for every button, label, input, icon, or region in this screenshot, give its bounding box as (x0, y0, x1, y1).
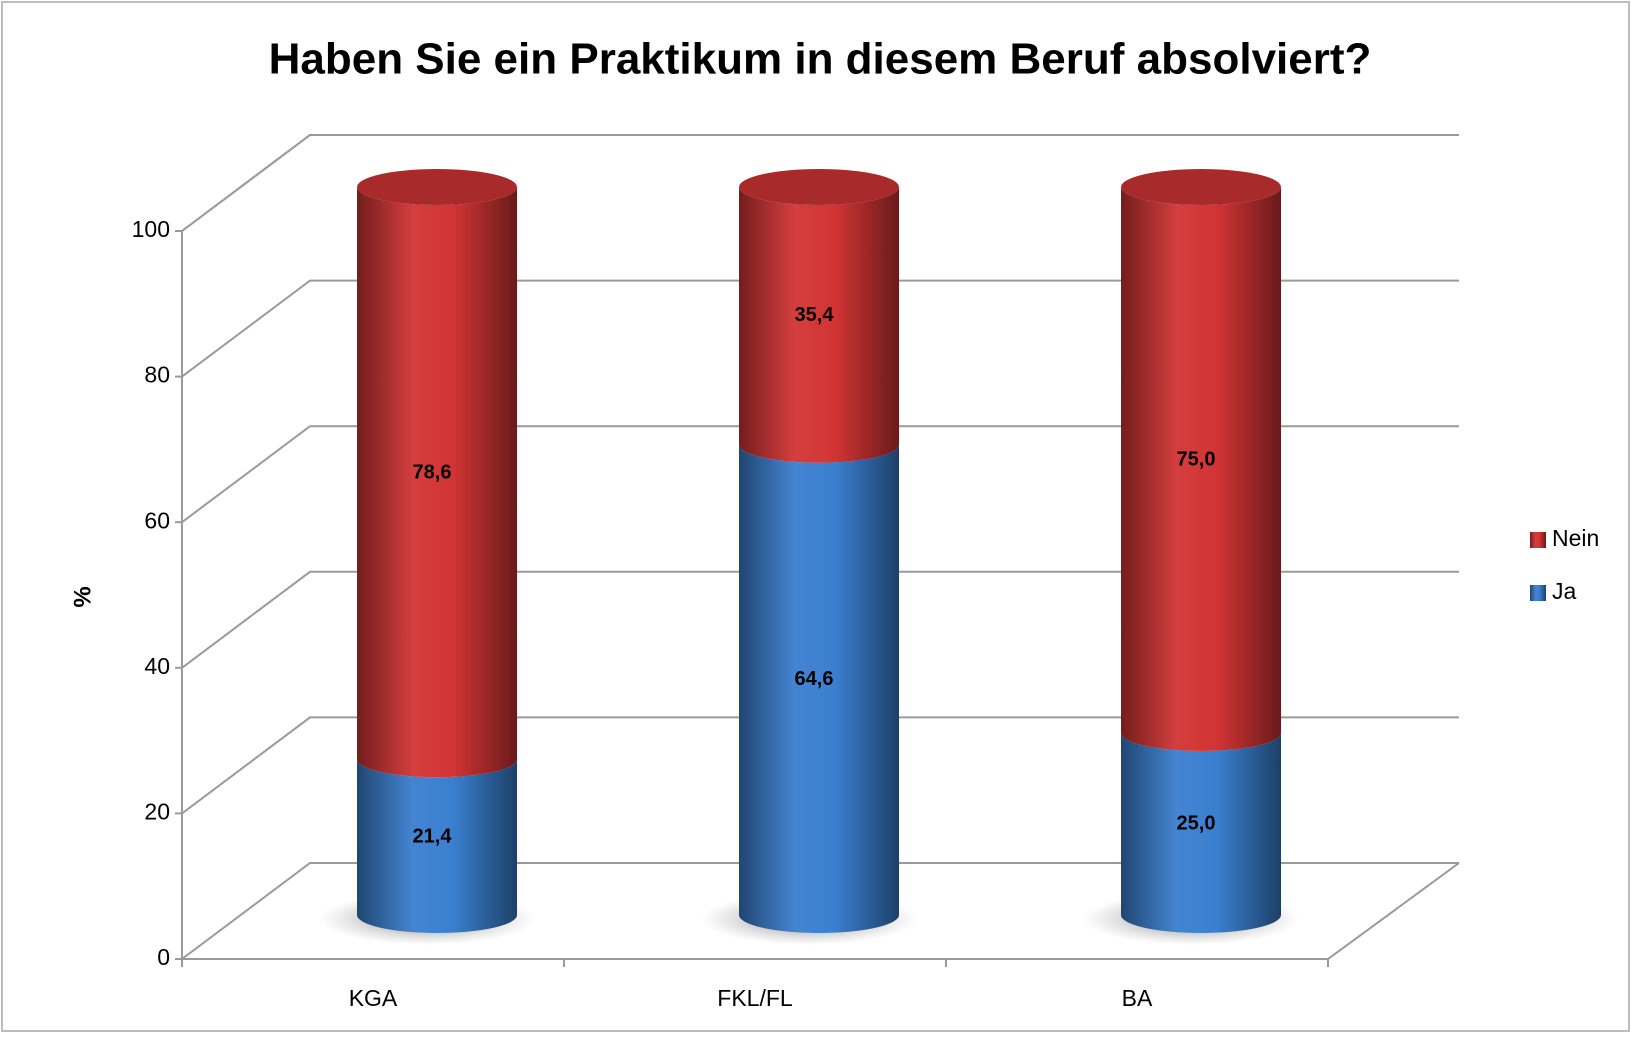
y-tick-label: 100 (132, 216, 170, 242)
bar-top (1121, 169, 1281, 205)
bar-top (357, 169, 517, 205)
data-label: 78,6 (413, 461, 452, 483)
bar-segment (739, 187, 899, 463)
x-tick-label: BA (1122, 985, 1153, 1011)
grid-line (181, 716, 1459, 815)
bar-top (739, 169, 899, 205)
bar-segment (1121, 187, 1281, 751)
chart-title: Haben Sie ein Praktikum in diesem Beruf … (269, 35, 1372, 84)
grid-line (181, 134, 1459, 232)
data-label: 21,4 (413, 825, 453, 847)
legend-swatch (1530, 585, 1546, 601)
grid-line (181, 570, 1459, 669)
y-tick-label: 80 (144, 362, 170, 388)
y-tick-label: 20 (144, 798, 170, 824)
grid-line (181, 862, 1459, 960)
legend-label: Ja (1552, 578, 1577, 604)
x-tick-label: KGA (349, 985, 398, 1011)
bar-segment (1121, 733, 1281, 933)
legend-label: Nein (1552, 525, 1599, 551)
legend-swatch (1530, 532, 1546, 548)
data-label: 35,4 (795, 304, 835, 326)
data-label: 75,0 (1177, 448, 1216, 470)
bar-segment (739, 444, 899, 933)
y-tick-label: 60 (144, 507, 170, 533)
y-tick-label: 40 (144, 653, 170, 679)
data-label: 64,6 (795, 668, 834, 690)
y-tick-label: 0 (157, 944, 170, 970)
y-axis-label: % (69, 586, 96, 607)
data-label: 25,0 (1177, 812, 1216, 834)
grid-line (181, 279, 1459, 378)
bar-segment (357, 187, 517, 778)
grid-line (181, 425, 1459, 523)
bar-segment (357, 759, 517, 933)
x-tick-label: FKL/FL (717, 985, 793, 1011)
